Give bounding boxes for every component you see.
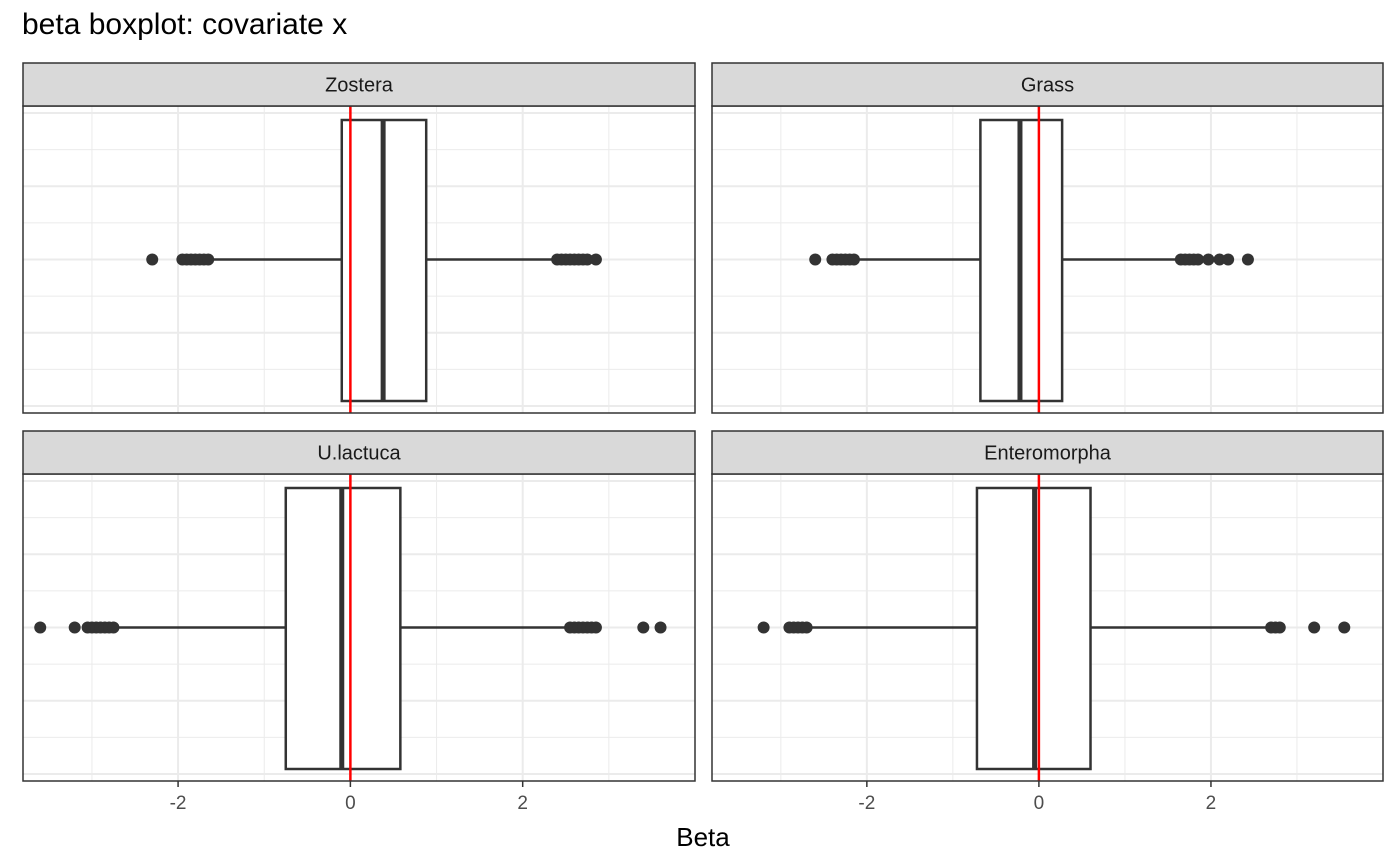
outlier-point xyxy=(589,253,602,266)
outlier-point xyxy=(1192,253,1205,266)
outlier-point xyxy=(637,621,650,634)
outlier-point xyxy=(202,253,215,266)
outlier-point xyxy=(1241,253,1254,266)
outlier-point xyxy=(809,253,822,266)
outlier-point xyxy=(800,621,813,634)
facet-strip xyxy=(22,62,696,107)
x-tick-label: 2 xyxy=(517,793,528,814)
facet-label: Zostera xyxy=(325,75,394,97)
outlier-point xyxy=(581,253,594,266)
x-tick-label: 0 xyxy=(1034,793,1045,814)
x-tick-label: 2 xyxy=(1206,793,1217,814)
chart-title: beta boxplot: covariate x xyxy=(22,8,348,41)
facet-label: U.lactuca xyxy=(317,443,401,465)
outlier-point xyxy=(146,253,159,266)
outlier-point xyxy=(1273,621,1286,634)
outlier-point xyxy=(1222,253,1235,266)
outlier-point xyxy=(589,621,602,634)
x-axis-label: Beta xyxy=(676,822,730,852)
outlier-point xyxy=(1338,621,1351,634)
facet-strip xyxy=(22,430,696,475)
facet-strip xyxy=(711,430,1384,475)
facet-strip xyxy=(711,62,1384,107)
x-tick-label: 0 xyxy=(345,793,356,814)
outlier-point xyxy=(68,621,81,634)
x-tick-label: -2 xyxy=(858,793,875,814)
facet-label: Grass xyxy=(1021,75,1074,97)
facet-label: Enteromorpha xyxy=(984,443,1112,465)
outlier-point xyxy=(847,253,860,266)
x-tick-label: -2 xyxy=(170,793,187,814)
outlier-point xyxy=(107,621,120,634)
outlier-point xyxy=(654,621,667,634)
outlier-point xyxy=(34,621,47,634)
outlier-point xyxy=(1202,253,1215,266)
outlier-point xyxy=(1213,253,1226,266)
outlier-point xyxy=(757,621,770,634)
outlier-point xyxy=(1308,621,1321,634)
